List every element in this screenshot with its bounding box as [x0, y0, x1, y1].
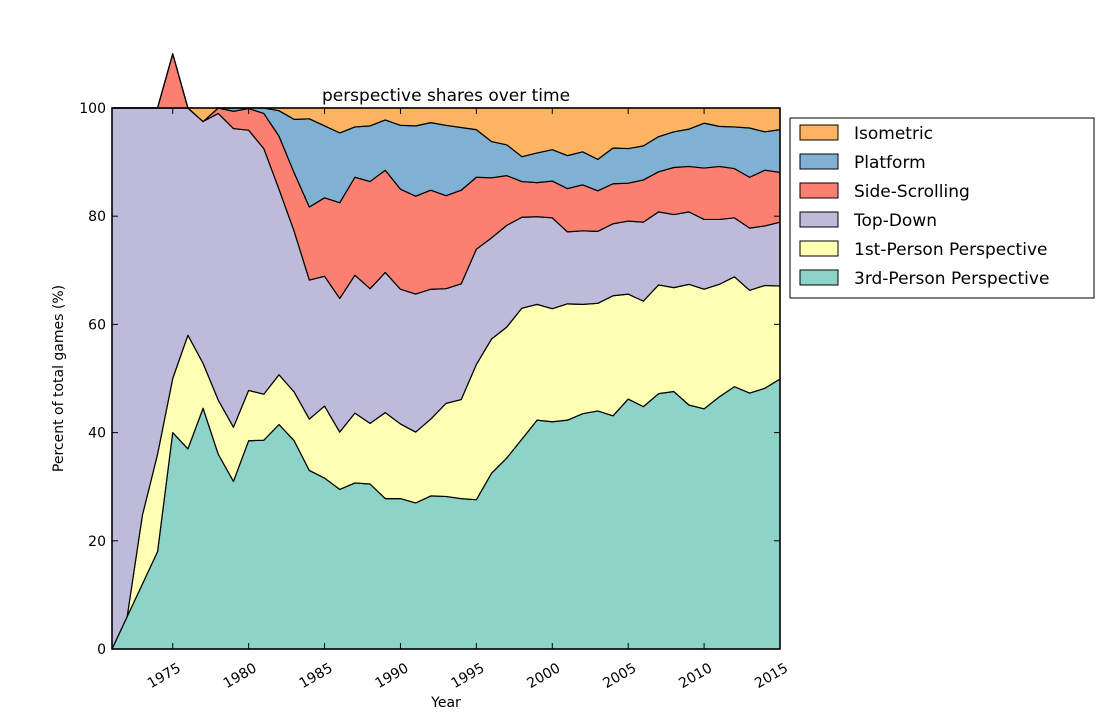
- legend-label: Platform: [854, 153, 926, 173]
- legend-swatch: [799, 211, 839, 228]
- legend-label: Side-Scrolling: [854, 182, 970, 202]
- y-tick-label: 100: [79, 101, 106, 117]
- x-tick-label: 1980: [221, 660, 260, 692]
- legend-frame: [789, 117, 1095, 299]
- y-tick-label: 20: [88, 534, 106, 550]
- y-tick-label: 80: [88, 209, 106, 225]
- legend-swatch: [799, 182, 839, 199]
- stacked-areas: [111, 53, 781, 650]
- legend-label: 3rd-Person Perspective: [854, 269, 1049, 289]
- y-axis-title: Percent of total games (%): [51, 285, 67, 472]
- x-tick-label: 1995: [448, 660, 487, 692]
- x-tick-label: 1985: [297, 660, 336, 692]
- legend-swatch: [799, 269, 839, 286]
- x-tick-label: 2005: [600, 660, 639, 692]
- legend-swatch: [799, 124, 839, 141]
- x-tick-label: 2010: [676, 660, 715, 692]
- x-tick-label: 1990: [373, 660, 412, 692]
- x-tick-label: 2015: [752, 660, 791, 692]
- legend-label: Isometric: [854, 124, 933, 144]
- legend-label: 1st-Person Perspective: [854, 240, 1047, 260]
- y-tick-label: 60: [88, 317, 106, 333]
- legend-swatch: [799, 153, 839, 170]
- y-tick-label: 0: [97, 642, 106, 658]
- legend-label: Top-Down: [853, 211, 937, 231]
- legend-swatch: [799, 240, 839, 257]
- y-tick-label: 40: [88, 426, 106, 442]
- x-axis-title: Year: [430, 695, 461, 711]
- plot-frame: [111, 107, 781, 650]
- legend: Isometric Platform Side-Scrolling Top-Down 1…: [789, 117, 1095, 299]
- chart-title: perspective shares over time: [322, 86, 570, 106]
- y-axis: 0 20 40 60 80 100: [79, 101, 780, 658]
- x-tick-label: 2000: [524, 660, 563, 692]
- x-tick-label: 1975: [145, 660, 184, 692]
